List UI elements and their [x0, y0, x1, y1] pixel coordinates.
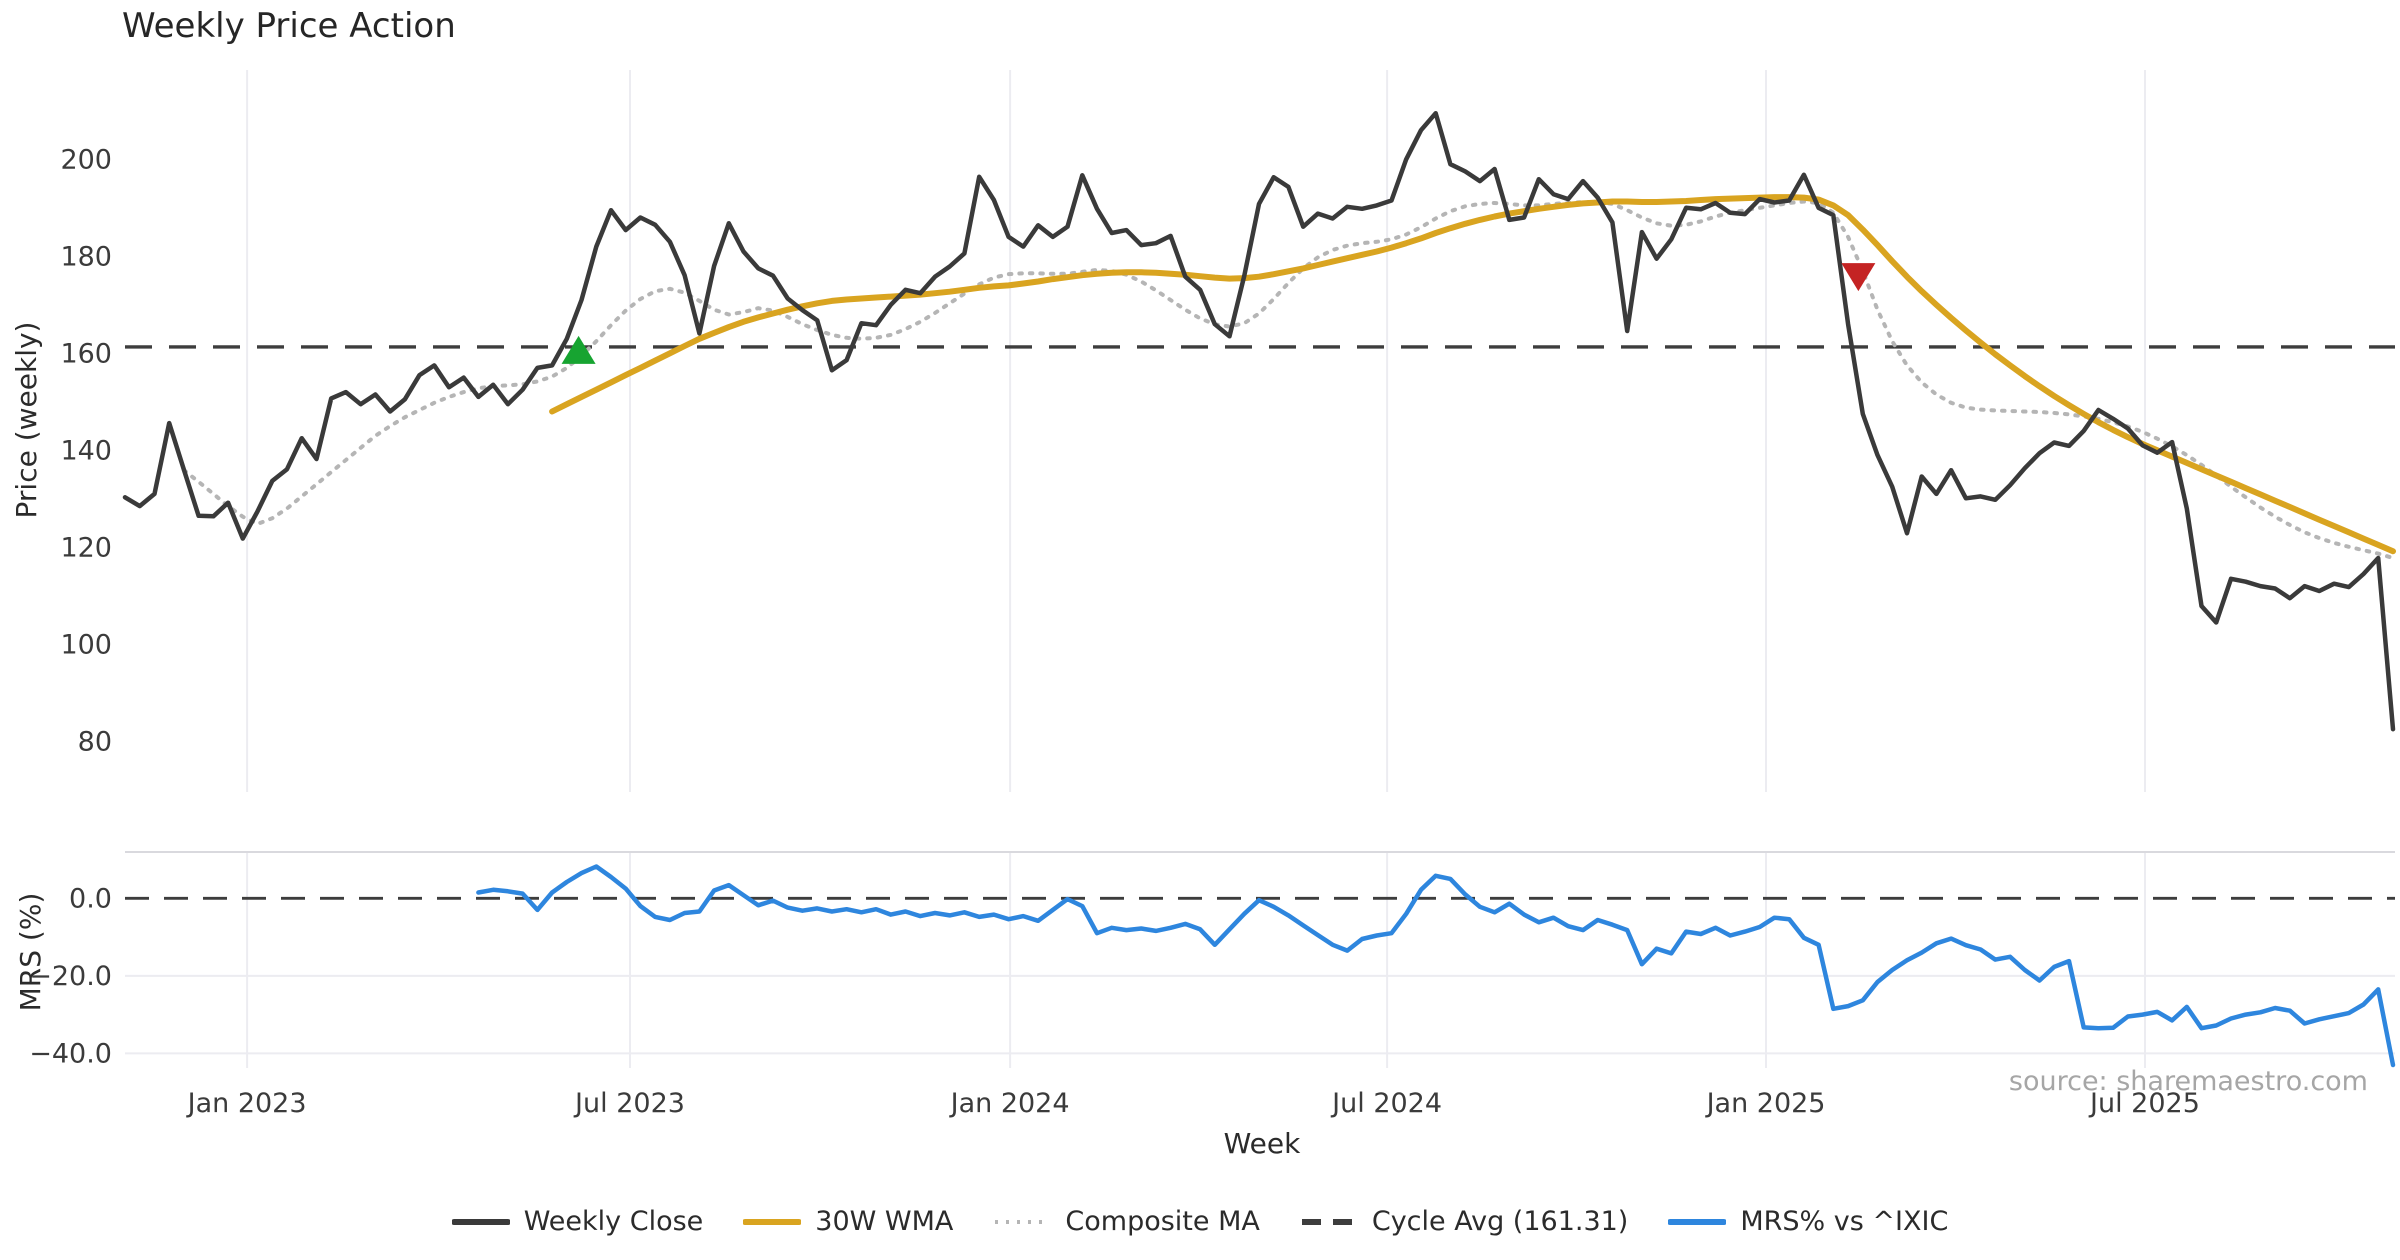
legend-label: MRS% vs ^IXIC — [1740, 1206, 1949, 1237]
x-tick-label: Jul 2025 — [2088, 1088, 2200, 1119]
legend-item-0: Weekly Close — [451, 1206, 704, 1237]
buy-signal-marker — [561, 335, 596, 364]
x-axis-title: Week — [1224, 1127, 1301, 1160]
legend-swatch-solid — [743, 1218, 802, 1225]
legend-swatch-solid — [1668, 1218, 1727, 1225]
x-tick-label: Jan 2023 — [186, 1088, 307, 1119]
mrs-tick-label: 0.0 — [69, 883, 112, 914]
x-tick-label: Jan 2025 — [1705, 1088, 1826, 1119]
mrs-tick-label: −40.0 — [29, 1038, 112, 1069]
price-tick-label: 140 — [60, 435, 112, 466]
legend-label: Composite MA — [1065, 1206, 1260, 1237]
mrs-line — [476, 864, 2396, 1068]
price-tick-label: 180 — [60, 241, 112, 272]
legend-item-1: 30W WMA — [743, 1206, 953, 1237]
mrs-axis-title: MRS (%) — [14, 893, 47, 1012]
wma-line — [549, 194, 2396, 555]
source-attribution: source: sharemaestro.com — [2008, 1066, 2368, 1097]
price-tick-label: 100 — [60, 629, 112, 660]
legend-label: Cycle Avg (161.31) — [1371, 1206, 1629, 1237]
legend-label: Weekly Close — [523, 1206, 704, 1237]
x-tick-label: Jul 2023 — [573, 1088, 685, 1119]
price-tick-label: 120 — [60, 532, 112, 563]
legend-swatch-dashed — [1301, 1218, 1356, 1225]
legend-item-2: Composite MA — [993, 1206, 1260, 1237]
price-tick-label: 160 — [60, 338, 112, 369]
chart-legend: Weekly Close 30W WMA Composite MA Cycle Avg… — [0, 1206, 2400, 1237]
sell-signal-marker — [1841, 263, 1876, 292]
legend-swatch-solid — [451, 1218, 510, 1225]
mrs-tick-label: −20.0 — [29, 961, 112, 992]
legend-item-3: Cycle Avg (161.31) — [1300, 1206, 1629, 1237]
composite-ma-line — [181, 199, 2395, 560]
chart-title: Weekly Price Action — [122, 6, 456, 46]
legend-swatch-dotted — [995, 1219, 1050, 1224]
price-tick-label: 200 — [60, 144, 112, 175]
price-axis-title: Price (weekly) — [10, 322, 43, 519]
price-tick-label: 80 — [78, 726, 112, 757]
weekly-close-line — [122, 110, 2396, 732]
legend-label: 30W WMA — [815, 1206, 954, 1237]
x-tick-label: Jul 2024 — [1330, 1088, 1442, 1119]
x-tick-label: Jan 2024 — [949, 1088, 1070, 1119]
legend-item-4: MRS% vs ^IXIC — [1668, 1206, 1948, 1237]
